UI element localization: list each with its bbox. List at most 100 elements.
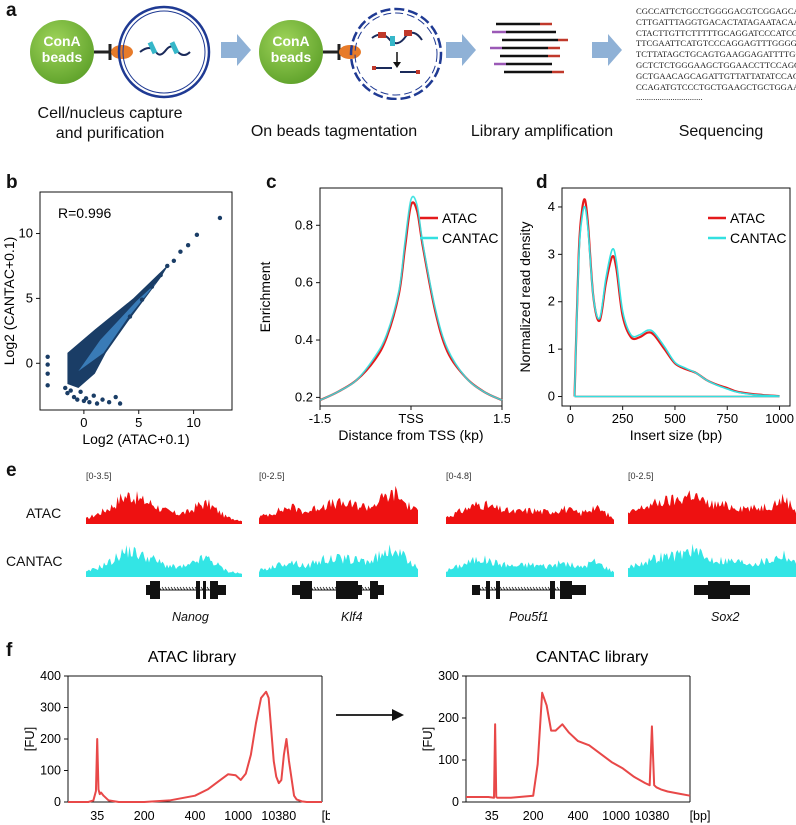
y-tick-label: 0 — [54, 795, 61, 809]
sequence-line: TTCGAATTCATGTCCCAGGAGTTTGGGGTG — [636, 38, 796, 49]
scatter-point — [65, 390, 70, 396]
gene-label-nanog: Nanog — [172, 610, 209, 624]
scatter-point — [100, 397, 105, 402]
panel-label-e: e — [6, 460, 17, 481]
step4-caption: Sequencing — [678, 123, 764, 140]
y-axis-label: Normalized read density — [517, 222, 533, 373]
scatter-point — [171, 258, 177, 263]
x-tick-label: 1.5 — [493, 411, 510, 426]
x-tick-label: 0 — [80, 415, 87, 430]
y-tick-label: 10 — [19, 226, 33, 241]
panel-label-c: c — [266, 172, 277, 193]
y-tick-label: 0.2 — [295, 389, 313, 404]
gene-model-sox2 — [694, 581, 750, 599]
plot-frame — [561, 187, 791, 407]
x-tick-label: 0 — [567, 411, 574, 426]
scatter-point — [106, 400, 112, 405]
locus-range-1: [0-3.5] — [86, 471, 112, 481]
chromatin-icon-1 — [139, 45, 191, 56]
library-fragments-icon — [490, 22, 568, 74]
step2-caption: On beads tagmentation — [250, 123, 418, 140]
y-tick-label: 0 — [548, 389, 555, 404]
y-tick-label: 200 — [40, 732, 61, 746]
x-tick-label: 1000 — [224, 809, 252, 823]
gene-model-pou5f1 — [472, 581, 586, 599]
x-tick-label: -1.5 — [309, 411, 331, 426]
track-label-atac: ATAC — [26, 505, 62, 521]
panel-label-d: d — [536, 172, 548, 193]
x-tick-label: 10380 — [635, 809, 670, 823]
scatter-point — [127, 314, 133, 319]
x-tick-label: TSS — [398, 411, 424, 426]
scatter-point — [45, 362, 50, 367]
legend-label: ATAC — [442, 210, 477, 226]
x-axis-label: Log2 (ATAC+0.1) — [82, 431, 189, 447]
panel-a-schematic — [30, 5, 622, 100]
scatter-point — [75, 397, 80, 402]
scatter-point — [83, 396, 89, 401]
sequence-line: CGCCATTCTGCCTGGGGACGTCGGAGCAAG — [636, 6, 796, 16]
atac-track — [628, 490, 796, 524]
locus-range-4: [0-2.5] — [628, 471, 654, 481]
arrow-icon-3 — [592, 34, 622, 66]
scatter-point — [165, 263, 170, 269]
x-tick-label: 5 — [135, 415, 142, 430]
y-axis-label: Log2 (CANTAC+0.1) — [1, 237, 17, 366]
x-tick-label: 35 — [485, 809, 499, 823]
electropherogram-trace — [466, 691, 691, 799]
sequence-line: ............................... — [636, 92, 703, 103]
bead-1-label: ConA beads — [41, 33, 83, 65]
scatter-point — [63, 385, 68, 391]
nucleus-icon-1 — [117, 5, 211, 99]
y-tick-label: 400 — [40, 669, 61, 683]
scatter-point — [113, 394, 118, 400]
y-tick-label: 0 — [452, 795, 459, 809]
scatter-point — [45, 383, 50, 388]
y-axis-label: [FU] — [22, 727, 37, 752]
x-tick-label: 1000 — [765, 411, 794, 426]
dense-core — [78, 282, 157, 372]
cona-bead-1 — [30, 20, 94, 84]
bead-2-label: ConA beads — [270, 33, 312, 65]
x-unit-label: [bp] — [690, 809, 711, 823]
scatter-chart-b: 0 0 5 5 10 10 R=0.996 Log2 (ATAC+0.1) Log2 (CANT… — [1, 191, 233, 447]
correlation-annotation: R=0.996 — [58, 205, 112, 221]
y-tick-label: 100 — [438, 753, 459, 767]
bioanalyzer-chart-cantac: CANTAC library 0 100 200 300 35 200 400 1000 1038… — [420, 649, 711, 823]
line-chart-c: 0.2 0.4 0.6 0.8 -1.5 TSS 1.5 ATAC CANTAC Distance… — [257, 187, 510, 443]
sequence-line: CCAGATGTCCCTGCTGAAGCTGCTGGAAAC — [636, 81, 796, 92]
y-tick-label: 100 — [40, 764, 61, 778]
series-line-cantac — [319, 195, 503, 401]
scatter-point — [78, 389, 83, 395]
cantac-track — [86, 545, 242, 577]
x-tick-label: 200 — [134, 809, 155, 823]
y-axis-label: [FU] — [420, 727, 435, 752]
scatter-point — [217, 215, 223, 221]
cantac-track — [628, 543, 796, 577]
x-tick-label: 500 — [664, 411, 686, 426]
y-tick-label: 300 — [40, 701, 61, 715]
scatter-point — [117, 401, 123, 406]
sequence-line: GCTGAACAGCAGATTGTTATTATATCCACC — [636, 70, 796, 81]
track-label-cantac: CANTAC — [6, 553, 63, 569]
scatter-point — [139, 297, 145, 302]
legend-label: CANTAC — [442, 230, 499, 246]
arrow-icon-1 — [221, 34, 251, 66]
legend-label: CANTAC — [730, 230, 787, 246]
scatter-point — [149, 284, 155, 289]
chart-title: ATAC library — [148, 649, 236, 666]
panel-label-b: b — [6, 172, 18, 193]
plot-frame — [39, 191, 233, 411]
scatter-point — [87, 400, 92, 405]
scatter-point — [45, 371, 50, 376]
nucleus-icon-2 — [349, 7, 443, 100]
x-tick-label: 200 — [523, 809, 544, 823]
series-line-atac — [573, 198, 780, 398]
scatter-point — [185, 243, 191, 248]
x-axis-label: Insert size (bp) — [630, 427, 723, 443]
sequence-reads-text: CGCCATTCTGCCTGGGGACGTCGGAGCAAG CTTGATTTAG… — [636, 6, 796, 103]
scatter-point — [194, 232, 200, 238]
sequence-line: GCTCTCTGGGAAGCTGGAACCTTCCAGGTG — [636, 59, 796, 70]
bioanalyzer-chart-atac: ATAC library 0 100 200 300 400 35 200 400 1000 103… — [22, 649, 330, 823]
y-tick-label: 200 — [438, 711, 459, 725]
